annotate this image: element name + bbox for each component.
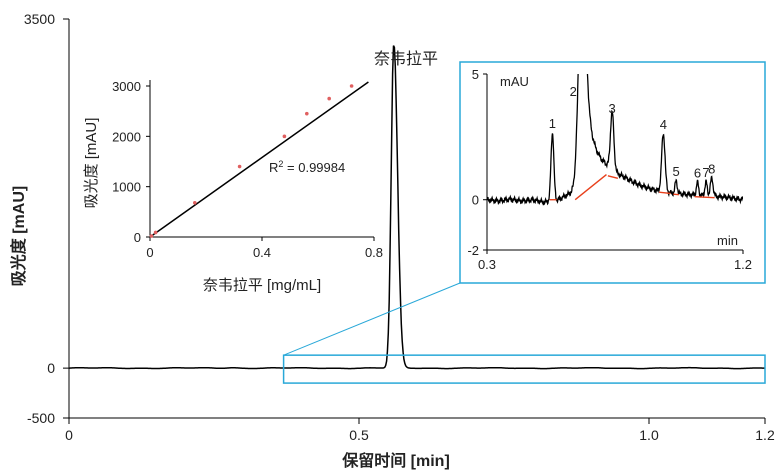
zoom-y-tick-label: 5 (472, 67, 479, 82)
calibration-point (237, 164, 242, 169)
peak-number-label: 7 (702, 165, 709, 180)
main-y-axis-title: 吸光度 [mAU] (9, 186, 28, 286)
calibration-y-tick-label: 3000 (112, 79, 141, 94)
peak-number-label: 2 (570, 84, 577, 99)
calibration-y-axis-title: 吸光度 [mAU] (83, 118, 100, 209)
main-y-tick-label: 3500 (24, 11, 55, 27)
zoom-connector (283, 282, 461, 356)
calibration-x-axis-title: 奈韦拉平 [mg/mL] (203, 277, 321, 294)
peak-number-label: 1 (549, 116, 556, 131)
main-peak-label: 奈韦拉平 (374, 50, 438, 68)
calibration-x-tick-label: 0.4 (253, 245, 271, 260)
calibration-x-tick-label: 0.8 (365, 245, 383, 260)
peak-number-label: 6 (694, 166, 701, 181)
main-chart-plot (69, 45, 766, 384)
integration-baseline-segment (574, 174, 607, 201)
zoom-connector-line (283, 282, 461, 356)
calibration-x-tick-label: 0 (146, 245, 153, 260)
main-x-tick-label: 1.0 (639, 427, 659, 443)
zoom-x-tick-label: 1.2 (734, 257, 752, 272)
zoom-region-box (282, 354, 766, 384)
r-squared-label: R2 = 0.99984 (269, 159, 345, 175)
calibration-point (153, 230, 158, 235)
main-x-axis-title: 保留时间 [min] (341, 451, 450, 470)
zoom-y-tick-label: 0 (472, 193, 479, 208)
peak-number-label: 3 (609, 101, 616, 116)
zoom-trace-line (487, 74, 743, 206)
calibration-point (349, 84, 354, 88)
calibration-y-tick-label: 2000 (112, 129, 141, 144)
zoom-inset-frame (459, 61, 766, 284)
main-y-tick-label: -500 (27, 410, 55, 426)
calibration-y-tick-label: 1000 (112, 180, 141, 195)
main-y-tick-label: 0 (47, 360, 55, 376)
main-x-tick-label: 1.2 (755, 427, 775, 443)
calibration-fit-line (149, 81, 369, 238)
integration-baseline-segment (694, 195, 715, 199)
zoom-y-unit-label: mAU (500, 74, 529, 89)
calibration-point (282, 134, 287, 139)
integration-baseline-segment (673, 193, 680, 196)
main-x-tick-label: 0 (65, 427, 73, 443)
integration-baseline-segment (659, 191, 671, 195)
peak-number-label: 5 (673, 164, 680, 179)
peak-number-label: 8 (708, 162, 715, 177)
zoom-x-tick-label: 0.3 (478, 257, 496, 272)
peak-number-label: 4 (660, 117, 667, 132)
calibration-inset: 0 1000 2000 3000 0 0.4 0.8 (112, 79, 383, 260)
calibration-point (149, 234, 154, 238)
main-x-tick-label: 0.5 (349, 427, 369, 443)
calibration-point (193, 200, 197, 205)
integration-baseline-segment (607, 175, 619, 180)
zoom-x-unit-label: min (717, 233, 738, 248)
main-trace-line (69, 45, 765, 370)
zoom-y-tick-label: -2 (467, 243, 479, 258)
chart-labels: 保留时间 [min] 吸光度 [mAU] 奈韦拉平 奈韦拉平 [mg/mL] 吸… (9, 50, 738, 470)
calibration-point (305, 111, 309, 116)
calibration-point (327, 96, 332, 101)
calibration-y-tick-label: 0 (134, 230, 141, 245)
